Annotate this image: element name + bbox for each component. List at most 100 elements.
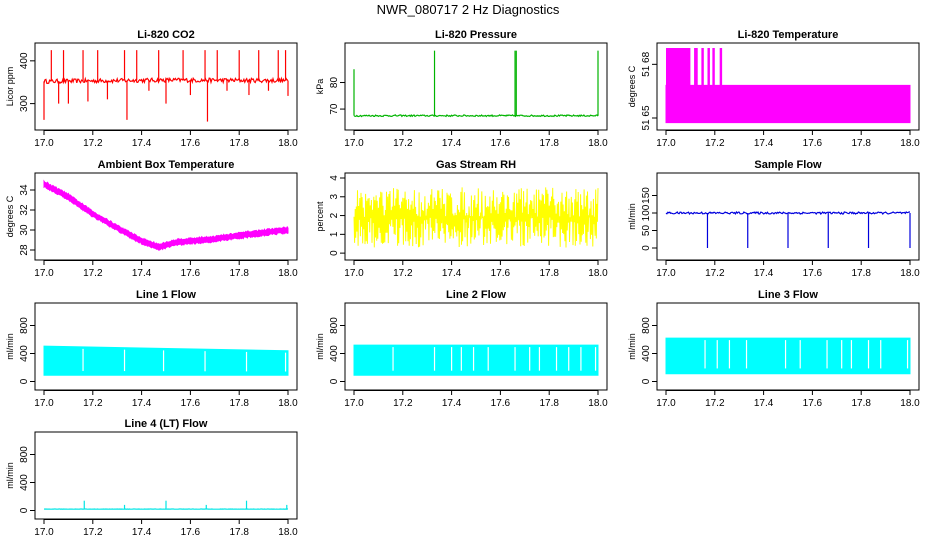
x-tick-label: 17.6 <box>491 398 511 409</box>
series-line <box>353 187 599 248</box>
chart-panel: Line 2 Flow 17.0 17.2 17.4 17.6 17.8 18.0 0 400 8… <box>315 289 608 409</box>
y-tick-label: 1 <box>329 231 340 237</box>
data-layer <box>665 210 911 248</box>
x-tick-label: 18.0 <box>900 268 920 279</box>
x-tick-label: 17.0 <box>344 398 364 409</box>
y-axis-label: kPa <box>315 79 325 95</box>
y-tick-label: 400 <box>19 52 30 69</box>
y-tick-label: 0 <box>641 245 652 251</box>
chart-panel: Ambient Box Temperature 17.0 17.2 17.4 17.6 1… <box>5 159 298 279</box>
y-tick-label: 4 <box>329 175 340 181</box>
chart-title: Line 4 (LT) Flow <box>125 418 208 430</box>
y-tick-label: 51 65 <box>641 105 652 130</box>
x-tick-label: 17.2 <box>705 268 725 279</box>
chart-title: Li-820 CO2 <box>137 29 194 41</box>
x-tick-label: 17.2 <box>705 138 725 149</box>
x-tick-label: 17.2 <box>83 398 103 409</box>
x-tick-label: 17.6 <box>803 398 823 409</box>
data-layer <box>353 50 599 118</box>
x-tick-label: 17.2 <box>393 398 413 409</box>
y-axis-label: ml/min <box>315 333 325 360</box>
y-axis-label: ml/min <box>627 203 637 230</box>
x-tick-label: 17.4 <box>132 138 152 149</box>
x-tick-label: 17.0 <box>34 398 54 409</box>
y-tick-label: 2 <box>329 212 340 218</box>
x-tick-label: 17.8 <box>539 398 559 409</box>
y-axis-label: Licor ppm <box>5 67 15 107</box>
series-band <box>43 179 289 251</box>
y-tick-label: 28 <box>19 244 30 256</box>
series-band <box>43 345 289 376</box>
y-tick-label: 0 <box>19 378 30 384</box>
y-tick-label: 800 <box>19 317 30 334</box>
series-band <box>665 84 911 124</box>
x-tick-label: 17.4 <box>754 138 774 149</box>
series-line <box>353 113 599 118</box>
x-tick-label: 18.0 <box>278 268 298 279</box>
data-layer <box>43 179 289 251</box>
x-tick-label: 17.0 <box>344 268 364 279</box>
series-band <box>665 337 911 375</box>
series-band <box>353 344 599 376</box>
chart-title: Line 2 Flow <box>446 289 506 301</box>
data-layer <box>43 500 288 510</box>
x-tick-label: 18.0 <box>900 398 920 409</box>
chart-panel: Sample Flow 17.0 17.2 17.4 17.6 17.8 18.0 0 50 10… <box>627 159 920 279</box>
x-tick-label: 18.0 <box>588 268 608 279</box>
y-tick-label: 3 <box>329 194 340 200</box>
series-line <box>43 76 289 85</box>
x-tick-label: 17.2 <box>83 138 103 149</box>
data-layer <box>665 48 911 124</box>
x-tick-label: 18.0 <box>900 138 920 149</box>
x-tick-label: 17.0 <box>344 138 364 149</box>
series-spike <box>666 48 691 86</box>
x-tick-label: 17.8 <box>851 138 871 149</box>
y-axis-label: ml/min <box>627 333 637 360</box>
x-tick-label: 17.4 <box>442 398 462 409</box>
x-tick-label: 18.0 <box>588 138 608 149</box>
x-tick-label: 17.8 <box>851 398 871 409</box>
y-tick-label: 51 68 <box>641 51 652 76</box>
chart-title: Sample Flow <box>754 159 822 171</box>
x-tick-label: 17.8 <box>851 268 871 279</box>
series-spike <box>707 48 710 86</box>
x-tick-label: 17.4 <box>442 138 462 149</box>
x-tick-label: 17.2 <box>705 398 725 409</box>
y-tick-label: 50 <box>641 225 652 237</box>
x-tick-label: 17.6 <box>181 268 201 279</box>
chart-title: Line 3 Flow <box>758 289 818 301</box>
y-tick-label: 0 <box>329 250 340 256</box>
y-tick-label: 80 <box>329 77 340 89</box>
x-tick-label: 17.8 <box>539 268 559 279</box>
y-tick-label: 70 <box>329 103 340 115</box>
x-tick-label: 18.0 <box>278 398 298 409</box>
y-tick-label: 0 <box>19 507 30 513</box>
x-tick-label: 17.0 <box>34 138 54 149</box>
data-layer <box>43 50 289 122</box>
x-tick-label: 18.0 <box>278 138 298 149</box>
data-layer <box>665 337 911 375</box>
chart-panel: Line 4 (LT) Flow 17.0 17.2 17.4 17.6 17.8 18.0… <box>5 418 298 538</box>
chart-panel: Line 3 Flow 17.0 17.2 17.4 17.6 17.8 18.0 0 400 8… <box>627 289 920 409</box>
page-title: NWR_080717 2 Hz Diagnostics <box>377 2 560 17</box>
x-tick-label: 17.2 <box>393 138 413 149</box>
y-tick-label: 32 <box>19 204 30 216</box>
x-tick-label: 17.4 <box>754 268 774 279</box>
x-tick-label: 17.6 <box>491 268 511 279</box>
chart-title: Ambient Box Temperature <box>98 159 235 171</box>
y-tick-label: 34 <box>19 184 30 196</box>
chart-panel: Li-820 Temperature 17.0 17.2 17.4 17.6 17.8 18… <box>627 29 920 149</box>
chart-panel: Gas Stream RH 17.0 17.2 17.4 17.6 17.8 18.0 0 1 2… <box>315 159 608 279</box>
chart-title: Li-820 Pressure <box>435 29 517 41</box>
x-tick-label: 17.4 <box>132 527 152 538</box>
y-tick-label: 800 <box>329 317 340 334</box>
data-layer <box>43 345 289 376</box>
y-axis-label: ml/min <box>5 333 15 360</box>
y-tick-label: 400 <box>19 474 30 491</box>
y-axis-label: ml/min <box>5 462 15 489</box>
y-axis-label: degrees C <box>5 195 15 237</box>
x-tick-label: 17.8 <box>229 527 249 538</box>
x-tick-label: 17.6 <box>181 398 201 409</box>
y-tick-label: 400 <box>19 345 30 362</box>
